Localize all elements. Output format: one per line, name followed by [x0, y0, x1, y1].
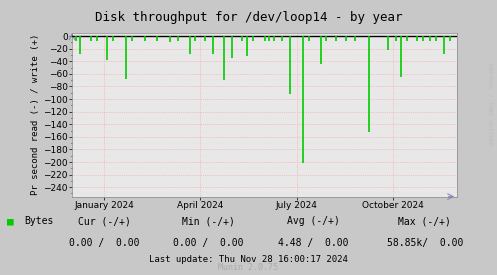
Text: Last update: Thu Nov 28 16:00:17 2024: Last update: Thu Nov 28 16:00:17 2024 — [149, 255, 348, 264]
Text: Cur (-/+): Cur (-/+) — [78, 216, 131, 226]
Text: Disk throughput for /dev/loop14 - by year: Disk throughput for /dev/loop14 - by yea… — [95, 11, 402, 24]
Text: 0.00 /  0.00: 0.00 / 0.00 — [173, 238, 244, 248]
Text: Munin 2.0.75: Munin 2.0.75 — [219, 263, 278, 272]
Text: Avg (-/+): Avg (-/+) — [287, 216, 339, 226]
Text: 4.48 /  0.00: 4.48 / 0.00 — [278, 238, 348, 248]
Text: 58.85k/  0.00: 58.85k/ 0.00 — [387, 238, 463, 248]
Text: ■: ■ — [7, 216, 14, 226]
Text: RRDTOOL / TOBI OETIKER: RRDTOOL / TOBI OETIKER — [487, 63, 492, 146]
Y-axis label: Pr second read (-) / write (+): Pr second read (-) / write (+) — [31, 34, 40, 196]
Text: Bytes: Bytes — [24, 216, 53, 226]
Text: 0.00 /  0.00: 0.00 / 0.00 — [69, 238, 140, 248]
Text: Min (-/+): Min (-/+) — [182, 216, 235, 226]
Text: Max (-/+): Max (-/+) — [399, 216, 451, 226]
